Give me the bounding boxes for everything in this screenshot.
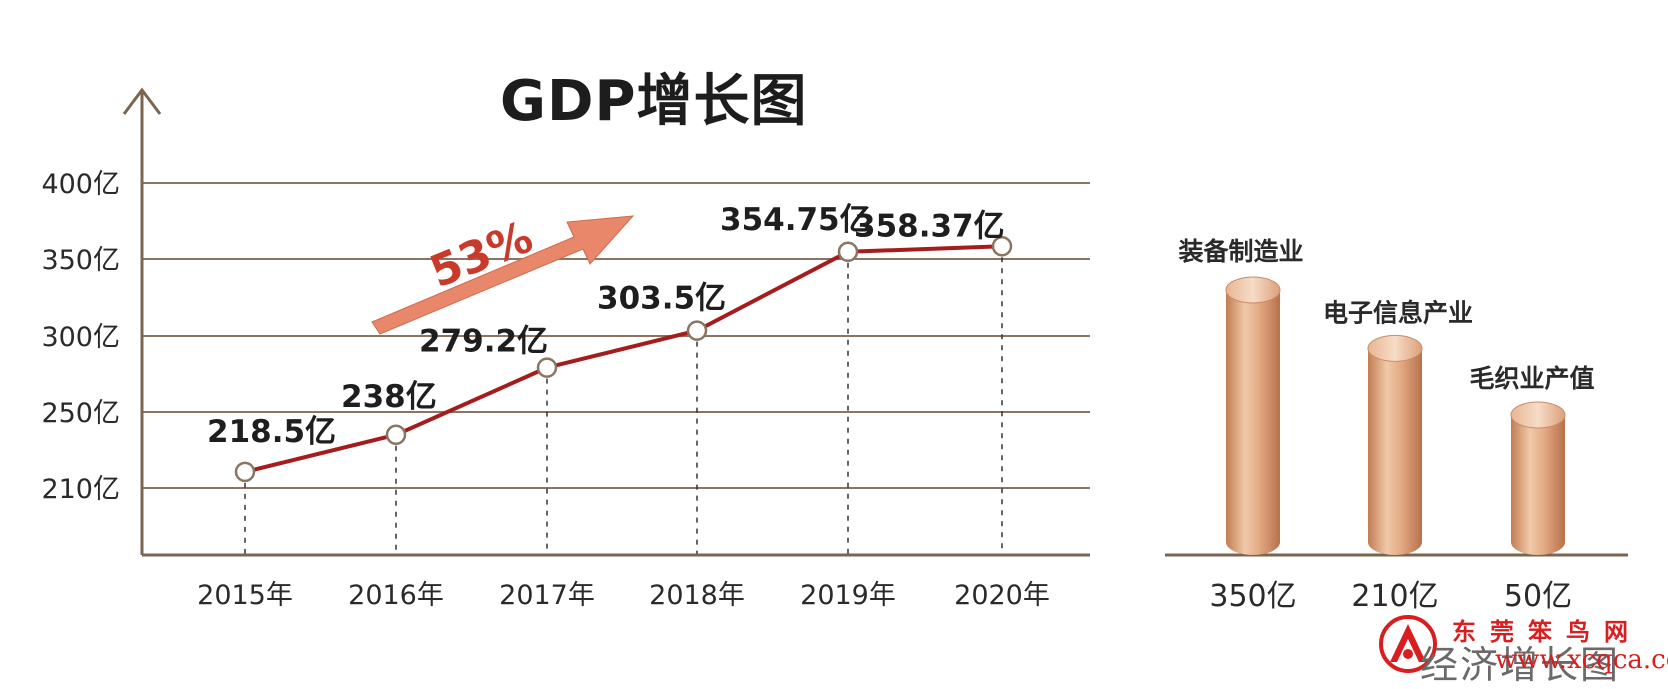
y-tick-labels: 210亿 250亿 300亿 350亿 400亿	[41, 169, 120, 505]
growth-arrow-icon	[371, 215, 635, 335]
y-tick-label: 250亿	[41, 398, 120, 429]
x-tick-label: 2019年	[800, 580, 896, 611]
data-label: 218.5亿	[207, 414, 336, 450]
y-tick-label: 400亿	[41, 169, 120, 200]
y-tick-label: 350亿	[41, 245, 120, 276]
bar-bottom	[1368, 529, 1422, 555]
data-point	[686, 320, 708, 341]
data-label: 238亿	[341, 379, 437, 415]
bar-value-label: 50亿	[1504, 579, 1572, 614]
data-point	[837, 241, 859, 263]
data-point	[991, 236, 1013, 257]
line-series	[244, 244, 1003, 474]
bar-category-label: 电子信息产业	[1323, 298, 1473, 327]
x-tick-labels: 2015年 2016年 2017年 2018年 2019年 2020年	[197, 580, 1050, 611]
bar-body	[1226, 290, 1280, 542]
data-label: 303.5亿	[597, 281, 726, 317]
bar-category-label: 毛织业产值	[1469, 364, 1594, 393]
chart-title: GDP增长图	[500, 69, 808, 134]
bar-bottom	[1226, 529, 1280, 555]
line-points	[234, 236, 1013, 483]
y-tick-label: 210亿	[41, 474, 120, 505]
bar-value-label: 350亿	[1209, 579, 1296, 614]
data-point	[385, 424, 407, 446]
y-axis-arrow-icon	[122, 87, 162, 115]
x-tick-label: 2016年	[348, 580, 444, 611]
bar-top	[1225, 276, 1281, 304]
data-label: 354.75亿	[720, 202, 871, 238]
bar-cylinder	[1225, 276, 1281, 555]
y-tick-label: 300亿	[41, 322, 120, 353]
watermark-logo-icon	[1379, 615, 1437, 673]
x-tick-label: 2018年	[649, 580, 745, 611]
bar-bottom	[1511, 529, 1565, 555]
series-line	[244, 244, 1003, 474]
bar-value-label: 210亿	[1351, 579, 1438, 614]
data-label: 358.37亿	[854, 208, 1005, 244]
bar-body	[1368, 348, 1422, 542]
bar-body	[1511, 415, 1565, 542]
grid-layer	[142, 182, 1090, 489]
bar-series: 装备制造业 350亿 电子信息产业 210亿 毛织业产值 50亿	[1178, 237, 1594, 614]
bar-category-label: 装备制造业	[1178, 237, 1303, 266]
data-point	[536, 357, 558, 378]
bar-top	[1510, 401, 1566, 429]
bar-cylinder	[1510, 401, 1566, 555]
x-tick-label: 2020年	[954, 580, 1050, 611]
x-tick-label: 2017年	[499, 580, 595, 611]
watermark-url: www.xcqca.com	[1495, 645, 1668, 675]
watermark-site-name: 东莞笨鸟网	[1452, 617, 1642, 646]
bar-cylinder	[1367, 334, 1423, 555]
watermark-subtitle: 经济增长图	[1420, 643, 1621, 687]
x-tick-label: 2015年	[197, 580, 293, 611]
data-label: 279.2亿	[419, 324, 548, 360]
data-point	[234, 461, 256, 483]
bar-top	[1367, 334, 1423, 362]
drop-lines	[244, 246, 1003, 555]
